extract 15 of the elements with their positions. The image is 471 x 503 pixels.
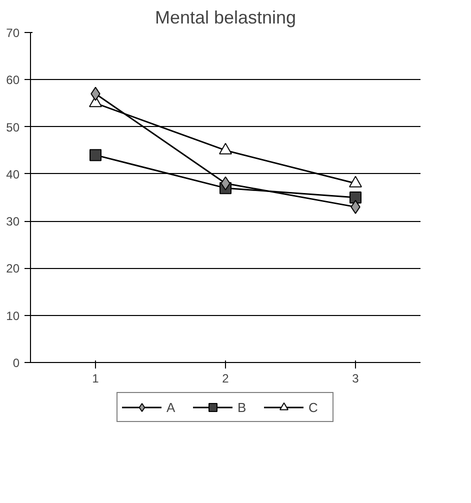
- legend-label: B: [238, 400, 248, 414]
- y-tick-label: 30: [6, 214, 20, 229]
- y-tick-label: 10: [6, 308, 20, 323]
- y-tick-label: 0: [12, 356, 20, 370]
- x-tick-label: 2: [222, 372, 230, 386]
- legend-label: C: [308, 400, 319, 414]
- y-tick-label: 20: [6, 262, 20, 276]
- y-tick-label: 60: [6, 73, 20, 88]
- y-tick-label: 40: [6, 167, 20, 182]
- chart-title: Mental belastning: [154, 8, 296, 28]
- y-tick-label: 50: [6, 120, 20, 134]
- y-tick-label: 70: [6, 26, 20, 40]
- legend-label: A: [166, 400, 176, 414]
- x-tick-label: 1: [92, 372, 100, 386]
- x-tick-label: 3: [352, 372, 360, 386]
